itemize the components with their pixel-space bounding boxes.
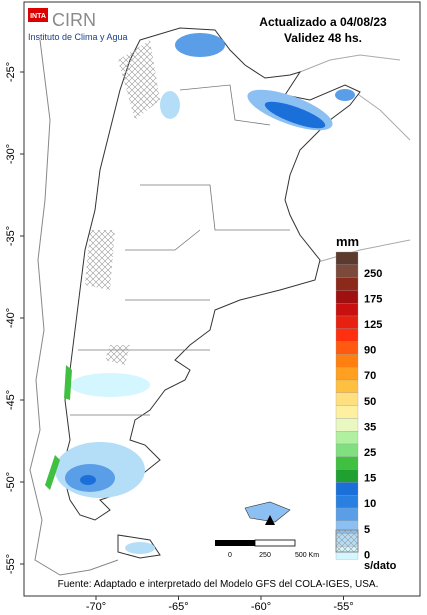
lon-tick-label: -70°	[86, 601, 106, 613]
legend-swatch	[335, 315, 359, 329]
scale-label: 250	[259, 552, 271, 559]
legend-label: 50	[364, 396, 376, 408]
scale-label: 0	[228, 552, 232, 559]
chile-coast	[29, 39, 119, 576]
legend-swatch	[335, 431, 359, 445]
lon-tick-label: -60°	[251, 601, 271, 613]
logo: INTA	[30, 13, 46, 20]
legend-swatch	[335, 418, 359, 432]
north-arrow	[265, 515, 275, 525]
brand: CIRN	[52, 10, 96, 30]
scale-bar	[215, 540, 255, 546]
legend-swatch	[335, 482, 359, 496]
legend-swatch	[335, 354, 359, 368]
legend-swatch	[335, 303, 359, 317]
legend-swatch	[335, 495, 359, 509]
precip-area	[70, 373, 150, 397]
precip-area	[160, 91, 180, 119]
lon-tick-label: -65°	[168, 601, 188, 613]
legend-label: 175	[364, 293, 382, 305]
legend-swatch	[335, 367, 359, 381]
precip-area	[264, 101, 326, 129]
legend-swatch	[335, 328, 359, 342]
precip-area	[175, 33, 225, 57]
precip-area	[45, 365, 72, 490]
institute: Instituto de Clima y Agua	[28, 32, 128, 42]
lat-tick-label: -40°	[5, 308, 17, 328]
no-data-swatch	[335, 529, 359, 553]
legend-label: 250	[364, 268, 382, 280]
legend-swatch	[335, 443, 359, 457]
validity: Validez 48 hs.	[284, 31, 362, 45]
legend-swatch	[335, 264, 359, 278]
legend-swatch	[335, 456, 359, 470]
legend-label: 15	[364, 473, 376, 485]
no-data-label: s/dato	[364, 560, 397, 572]
legend-swatch	[335, 379, 359, 393]
malvinas	[244, 501, 291, 523]
legend-label: 5	[364, 524, 370, 536]
legend-swatch	[335, 290, 359, 304]
lat-tick-label: -45°	[5, 390, 17, 410]
updated: Actualizado a 04/08/23	[259, 15, 387, 29]
scale-bar	[254, 539, 296, 547]
legend-label: 70	[364, 370, 376, 382]
source: Fuente: Adaptado e interpretado del Mode…	[58, 579, 379, 590]
legend-label: 25	[364, 447, 376, 459]
scale-label: 500 Km	[295, 552, 319, 559]
legend-swatch	[335, 277, 359, 291]
legend-swatch	[335, 251, 359, 265]
precip-area	[80, 475, 96, 485]
lon-tick-label: -55°	[333, 601, 353, 613]
legend-label: 125	[364, 319, 382, 331]
legend-swatch	[335, 469, 359, 483]
legend-swatch	[335, 507, 359, 521]
lat-tick-label: -50°	[5, 472, 17, 492]
legend-swatch	[335, 405, 359, 419]
legend-swatch	[335, 341, 359, 355]
province-borders	[70, 84, 290, 481]
logo-box	[28, 8, 48, 22]
precip-area	[335, 89, 355, 101]
precip-area	[125, 542, 155, 554]
legend-swatch	[335, 392, 359, 406]
legend-label: 0	[364, 549, 370, 561]
legend-unit: mm	[336, 234, 359, 249]
legend-label: 35	[364, 421, 376, 433]
lat-tick-label: -55°	[5, 554, 17, 574]
lat-tick-label: -30°	[5, 144, 17, 164]
legend-label: 10	[364, 498, 376, 510]
lat-tick-label: -35°	[5, 226, 17, 246]
lat-tick-label: -25°	[5, 62, 17, 82]
no-data-area	[85, 40, 160, 365]
legend-label: 90	[364, 345, 376, 357]
